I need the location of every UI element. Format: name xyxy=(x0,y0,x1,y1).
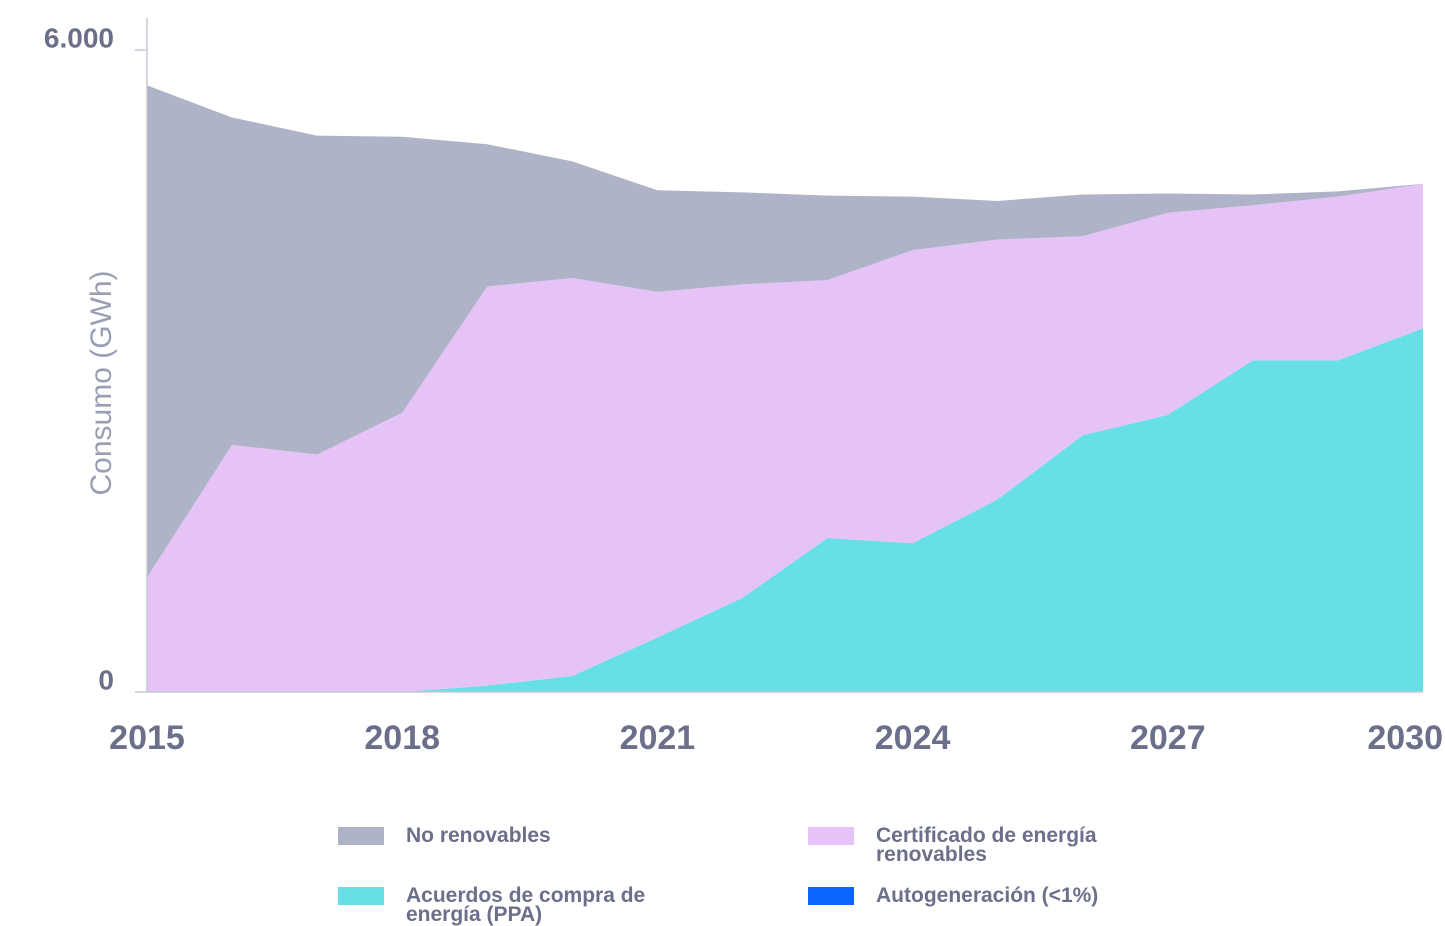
legend-label: Certificado de energía renovables xyxy=(876,824,1097,866)
legend-swatch xyxy=(808,827,854,845)
legend-label: Autogeneración (<1%) xyxy=(876,884,1099,907)
legend-swatch xyxy=(808,887,854,905)
y-tick-label: 6.000 xyxy=(44,22,114,53)
x-tick-label: 2024 xyxy=(875,719,951,757)
y-axis-label: Consumo (GWh) xyxy=(85,270,118,495)
area xyxy=(147,85,1423,578)
area xyxy=(147,183,1423,693)
legend-swatch xyxy=(338,827,384,845)
x-tick-label: 2030 xyxy=(1367,719,1443,757)
legend-label: No renovables xyxy=(406,824,551,847)
legend-item: No renovables xyxy=(338,815,808,855)
y-tick-label: 0 xyxy=(98,664,114,695)
legend-item: Acuerdos de compra de energía (PPA) xyxy=(338,875,808,925)
chart: Consumo (GWh) 0 6.000 2015 2018 2021 2024 2027… xyxy=(44,18,1443,757)
area xyxy=(147,328,1423,692)
x-tick-label: 2027 xyxy=(1130,719,1206,757)
legend-label: Acuerdos de compra de energía (PPA) xyxy=(406,884,646,926)
legend-item: Certificado de energía renovables xyxy=(808,815,1278,865)
x-tick-label: 2015 xyxy=(109,719,185,757)
x-tick-label: 2018 xyxy=(364,719,440,757)
x-tick-label: 2021 xyxy=(620,719,696,757)
legend-swatch xyxy=(338,887,384,905)
areas xyxy=(147,85,1423,693)
legend-item: Autogeneración (<1%) xyxy=(808,875,1278,915)
legend: No renovables Certificado de energía reno… xyxy=(338,815,1338,925)
